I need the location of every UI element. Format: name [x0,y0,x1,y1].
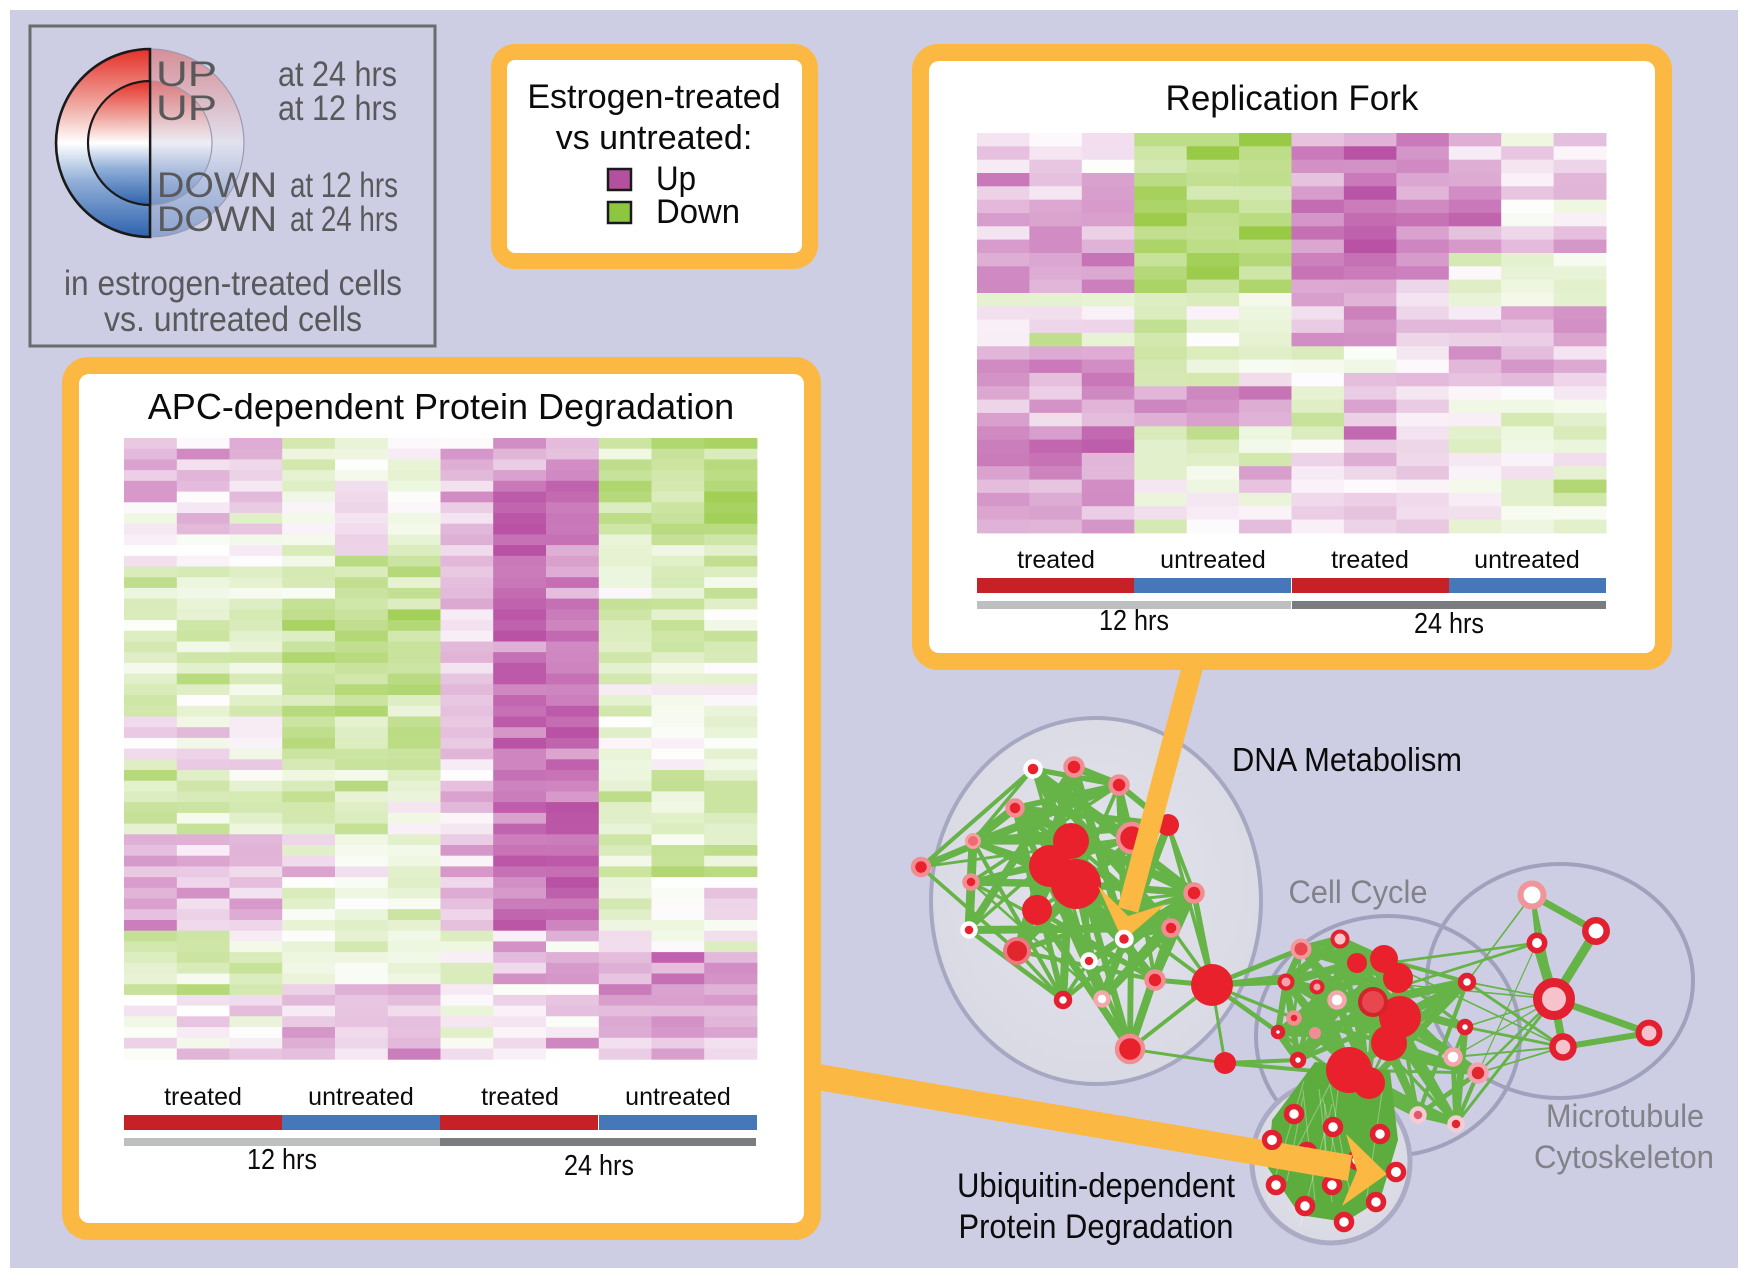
svg-text:12 hrs: 12 hrs [247,1144,317,1176]
svg-text:vs untreated:: vs untreated: [556,119,753,157]
svg-text:untreated: untreated [625,1083,731,1111]
svg-text:Cytoskeleton: Cytoskeleton [1534,1139,1714,1175]
svg-text:Ubiquitin-dependent: Ubiquitin-dependent [957,1167,1236,1205]
svg-text:at 24 hrs: at 24 hrs [290,200,398,239]
svg-text:24 hrs: 24 hrs [1414,608,1484,640]
svg-text:untreated: untreated [308,1083,414,1111]
svg-text:treated: treated [1017,546,1095,574]
svg-text:in estrogen-treated cells: in estrogen-treated cells [64,264,402,303]
svg-text:APC-dependent Protein Degradat: APC-dependent Protein Degradation [148,386,734,427]
svg-text:Microtubule: Microtubule [1546,1098,1704,1134]
svg-text:untreated: untreated [1160,546,1266,574]
svg-text:DNA Metabolism: DNA Metabolism [1232,741,1462,778]
svg-text:treated: treated [1331,546,1409,574]
svg-text:treated: treated [481,1083,559,1111]
svg-text:at 24 hrs: at 24 hrs [278,55,397,94]
svg-text:Replication Fork: Replication Fork [1166,79,1419,118]
svg-text:vs. untreated cells: vs. untreated cells [104,300,362,339]
svg-text:Protein Degradation: Protein Degradation [959,1208,1234,1246]
svg-text:Estrogen-treated: Estrogen-treated [527,78,780,116]
svg-text:Down: Down [656,193,740,231]
svg-text:treated: treated [164,1083,242,1111]
svg-text:24 hrs: 24 hrs [564,1150,634,1182]
svg-text:12 hrs: 12 hrs [1099,605,1169,637]
svg-text:Cell Cycle: Cell Cycle [1289,874,1428,910]
svg-text:DOWN: DOWN [157,200,277,239]
svg-text:untreated: untreated [1474,546,1580,574]
svg-text:Up: Up [656,160,696,198]
svg-text:at 12 hrs: at 12 hrs [290,166,398,205]
svg-text:UP: UP [156,89,217,128]
svg-text:UP: UP [156,55,217,94]
svg-text:at 12 hrs: at 12 hrs [278,89,397,128]
svg-text:DOWN: DOWN [157,166,277,205]
